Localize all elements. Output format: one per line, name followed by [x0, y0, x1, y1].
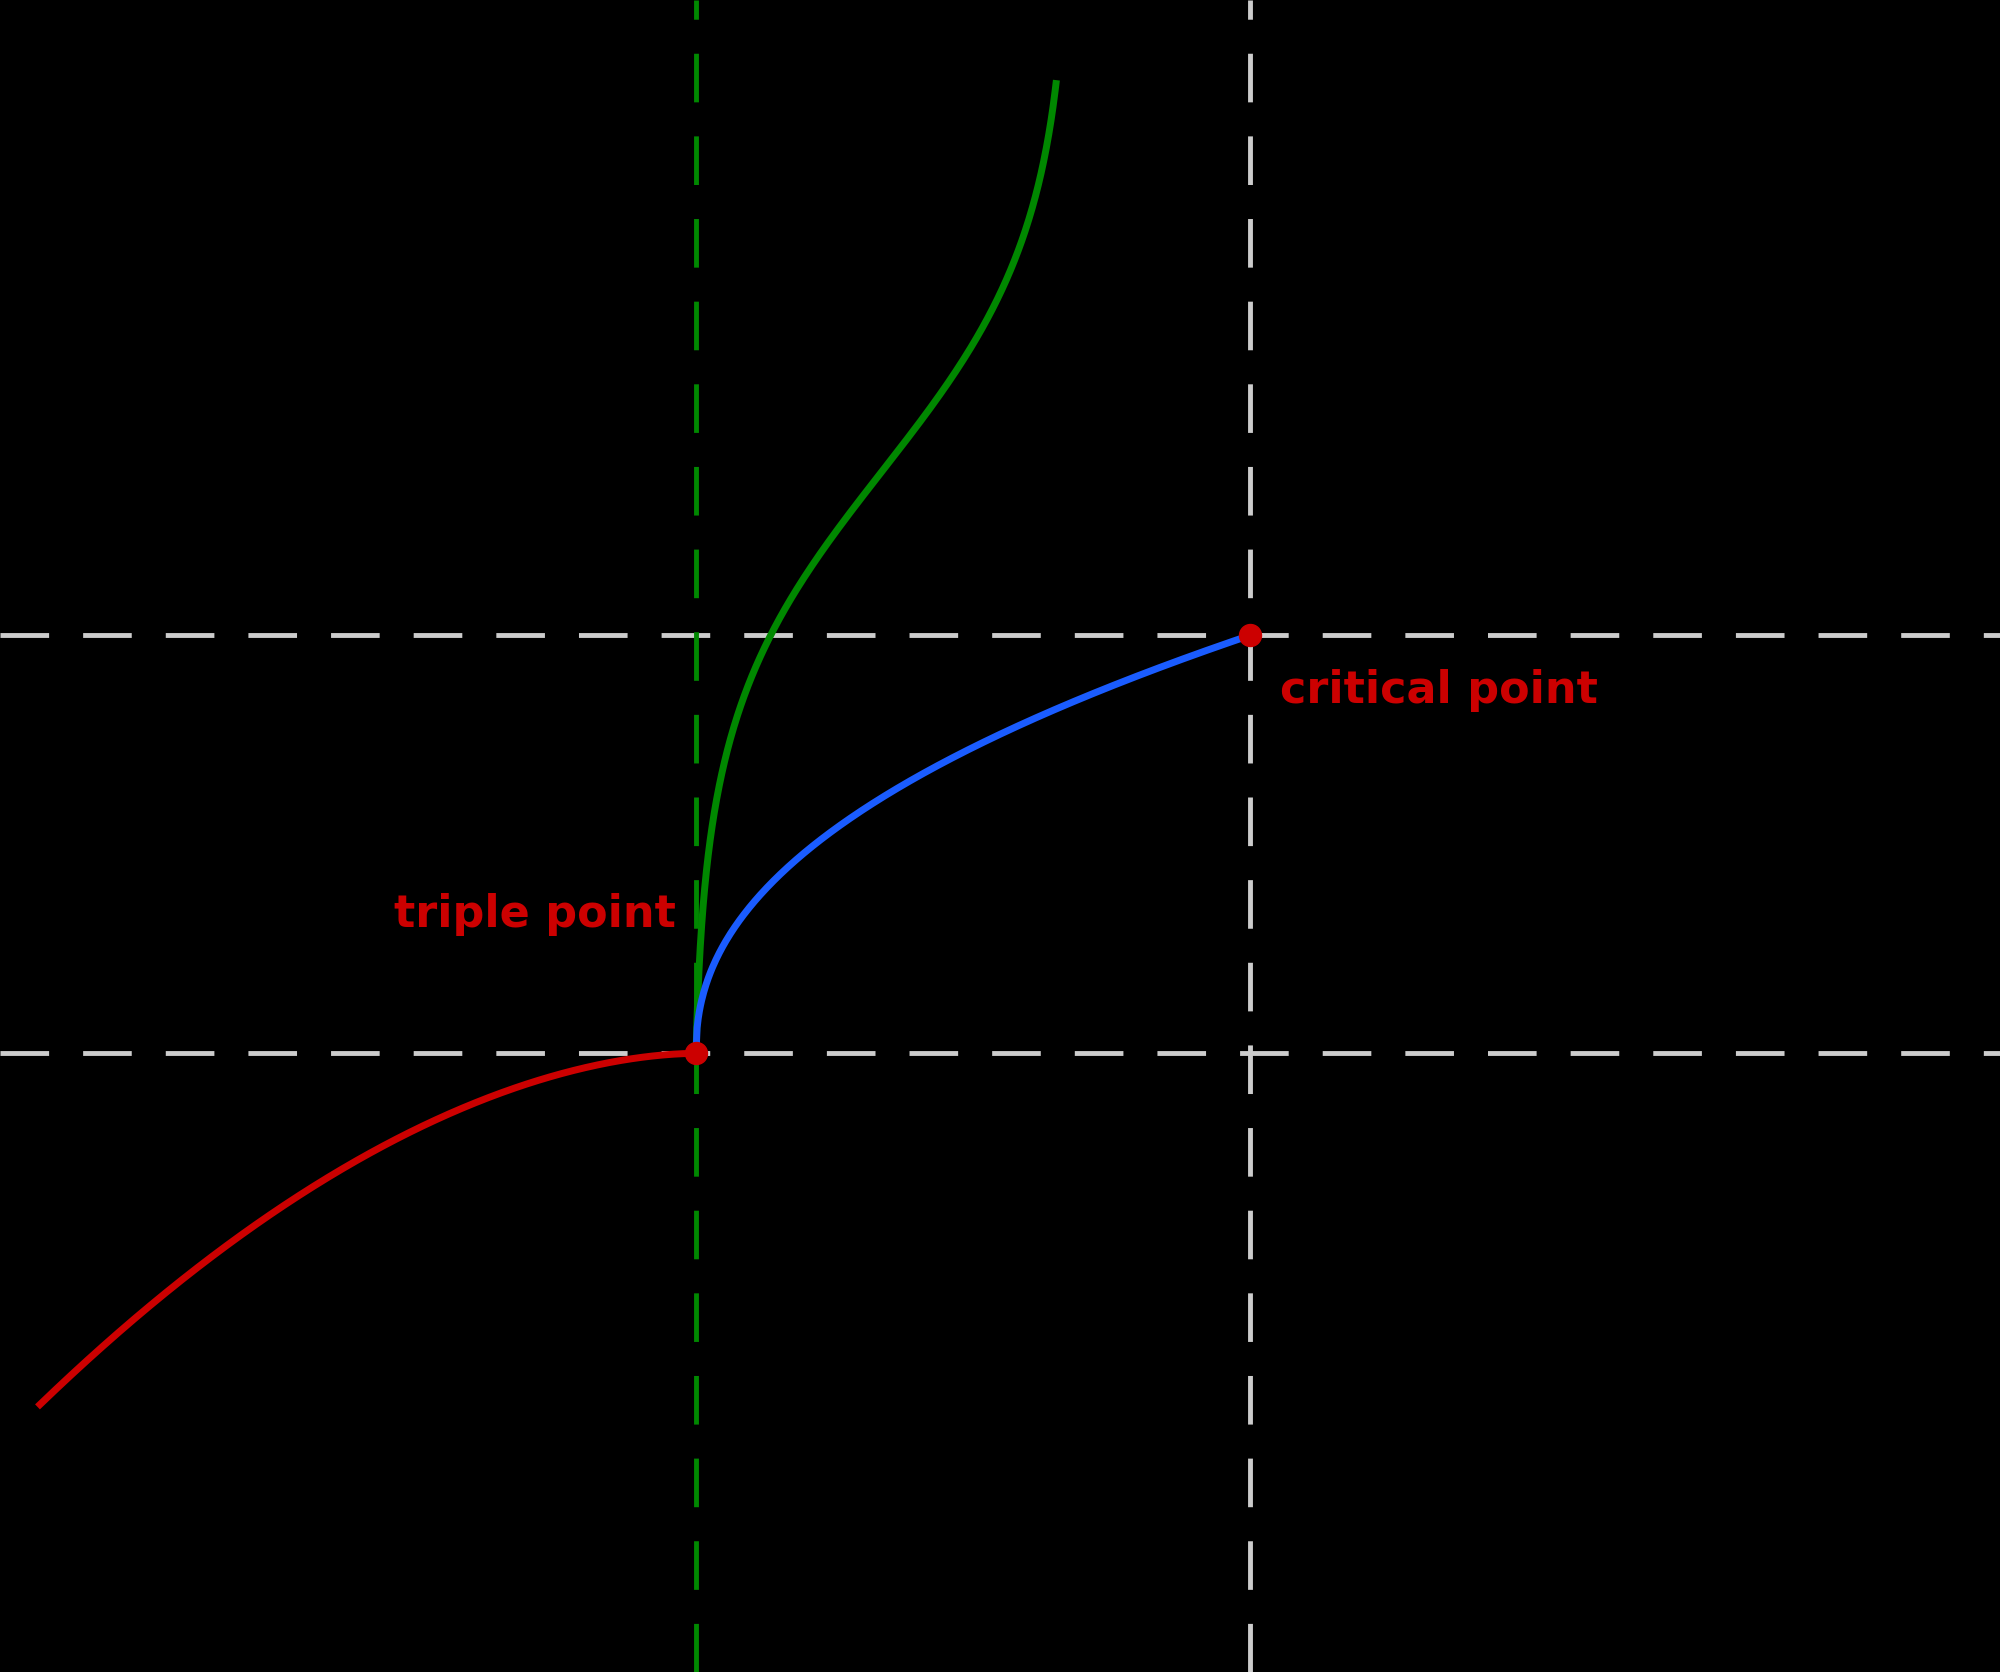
Point [1234, 622, 1266, 649]
Text: triple point: triple point [394, 893, 676, 936]
Point [680, 1040, 712, 1067]
Text: critical point: critical point [1280, 669, 1598, 712]
